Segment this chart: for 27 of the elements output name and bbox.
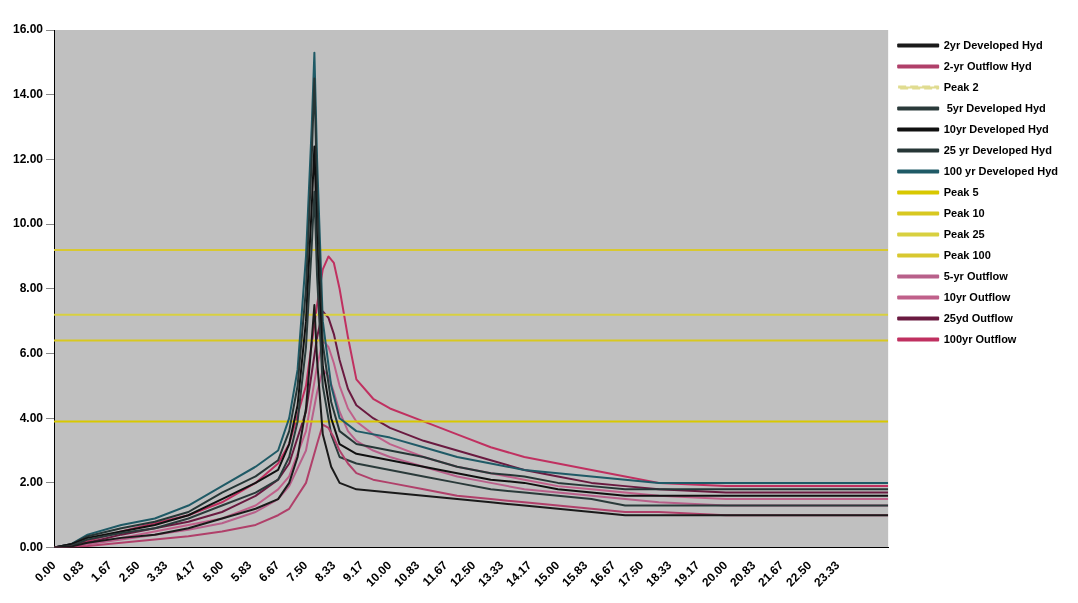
legend-label: 25yd Outflow — [943, 311, 1014, 324]
x-tick-label: 7.50 — [284, 558, 311, 585]
y-tick-label: 6.00 — [19, 345, 44, 360]
legend-label: Peak 100 — [943, 248, 991, 261]
legend-label: 100yr Outflow — [943, 332, 1017, 345]
legend-label: Peak 10 — [943, 206, 985, 219]
legend-label: Peak 2 — [943, 80, 979, 93]
y-tick-label: 8.00 — [19, 281, 44, 296]
legend-label: 100 yr Developed Hyd — [943, 164, 1059, 177]
legend-label: 5-yr Outflow — [943, 269, 1009, 282]
x-tick-label: 0.83 — [60, 558, 87, 585]
y-tick-label: 2.00 — [19, 475, 44, 490]
x-tick-label: 6.67 — [256, 558, 283, 585]
y-tick-label: 12.00 — [13, 151, 44, 166]
y-tick-label: 10.00 — [13, 216, 44, 231]
y-tick-label: 16.00 — [13, 22, 44, 37]
legend-label: Peak 25 — [943, 227, 985, 240]
y-tick-label: 4.00 — [19, 410, 44, 425]
legend-label: 10yr Outflow — [943, 290, 1011, 303]
legend-label: 2-yr Outflow Hyd — [943, 59, 1032, 72]
legend-label: Peak 5 — [943, 185, 979, 198]
legend-label: 10yr Developed Hyd — [943, 122, 1049, 135]
legend-label: 25 yr Developed Hyd — [943, 143, 1052, 156]
legend-label: 2yr Developed Hyd — [943, 38, 1043, 51]
y-tick-label: 0.00 — [19, 539, 44, 554]
legend-label: 5yr Developed Hyd — [943, 101, 1046, 114]
y-tick-label: 14.00 — [13, 87, 44, 102]
